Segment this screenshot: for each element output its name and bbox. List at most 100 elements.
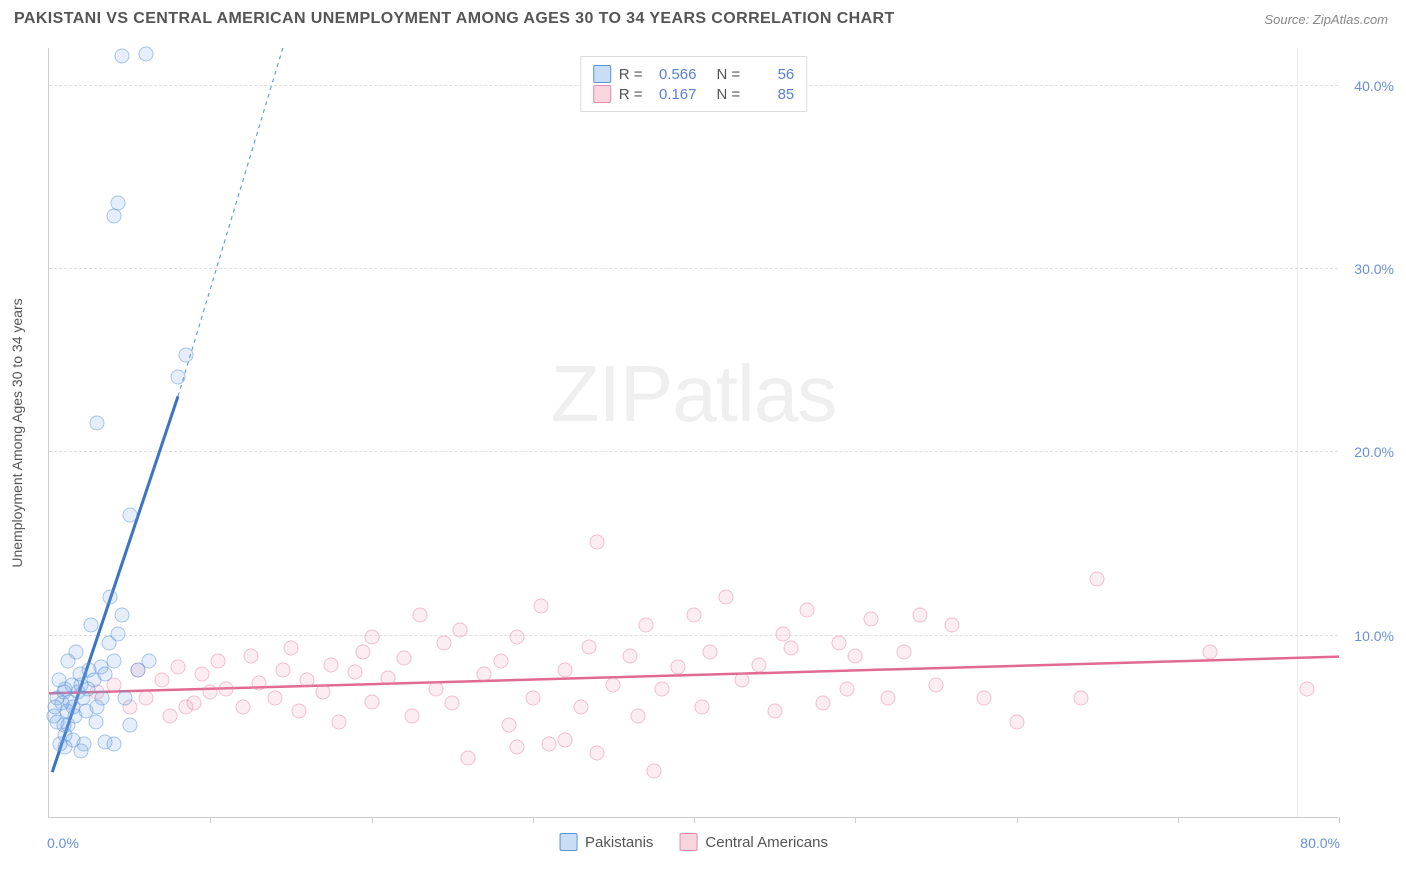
point-central-american xyxy=(138,690,153,705)
series-label: Pakistanis xyxy=(585,834,653,851)
point-central-american xyxy=(654,681,669,696)
point-pakistani xyxy=(48,700,63,715)
r-label: R = xyxy=(619,86,643,103)
point-pakistani xyxy=(83,617,98,632)
point-central-american xyxy=(896,645,911,660)
point-pakistani xyxy=(64,678,79,693)
series-legend: PakistanisCentral Americans xyxy=(559,833,828,851)
r-value: 0.566 xyxy=(651,66,697,83)
point-pakistani xyxy=(80,681,95,696)
y-tick-label: 40.0% xyxy=(1354,78,1394,94)
point-central-american xyxy=(703,645,718,660)
point-pakistani xyxy=(53,736,68,751)
point-pakistani xyxy=(179,348,194,363)
x-tick xyxy=(855,817,856,823)
point-central-american xyxy=(429,681,444,696)
point-pakistani xyxy=(98,667,113,682)
point-central-american xyxy=(243,648,258,663)
x-tick xyxy=(533,817,534,823)
point-central-american xyxy=(300,672,315,687)
point-central-american xyxy=(558,663,573,678)
x-min-label: 0.0% xyxy=(47,835,79,851)
x-tick xyxy=(1178,817,1179,823)
point-central-american xyxy=(880,690,895,705)
point-central-american xyxy=(558,733,573,748)
series-legend-item: Pakistanis xyxy=(559,833,653,851)
point-central-american xyxy=(316,685,331,700)
point-central-american xyxy=(291,703,306,718)
point-central-american xyxy=(1299,681,1314,696)
point-central-american xyxy=(751,657,766,672)
point-central-american xyxy=(396,650,411,665)
n-value: 56 xyxy=(748,66,794,83)
stat-legend-row: R =0.167N =85 xyxy=(593,85,795,103)
y-tick-label: 10.0% xyxy=(1354,628,1394,644)
legend-swatch-icon xyxy=(559,833,577,851)
point-central-american xyxy=(1090,571,1105,586)
point-central-american xyxy=(541,736,556,751)
point-central-american xyxy=(1074,690,1089,705)
r-value: 0.167 xyxy=(651,86,697,103)
point-pakistani xyxy=(114,49,129,64)
point-pakistani xyxy=(122,507,137,522)
point-central-american xyxy=(590,535,605,550)
point-central-american xyxy=(179,700,194,715)
point-central-american xyxy=(509,630,524,645)
x-tick xyxy=(694,817,695,823)
point-central-american xyxy=(735,672,750,687)
legend-swatch-icon xyxy=(593,65,611,83)
point-central-american xyxy=(211,654,226,669)
point-central-american xyxy=(928,678,943,693)
point-central-american xyxy=(783,641,798,656)
point-pakistani xyxy=(111,195,126,210)
point-central-american xyxy=(816,696,831,711)
point-central-american xyxy=(574,700,589,715)
point-central-american xyxy=(912,608,927,623)
point-central-american xyxy=(203,685,218,700)
n-value: 85 xyxy=(748,86,794,103)
point-central-american xyxy=(356,645,371,660)
point-central-american xyxy=(719,590,734,605)
x-max-label: 80.0% xyxy=(1300,835,1340,851)
point-central-american xyxy=(638,617,653,632)
point-central-american xyxy=(767,703,782,718)
point-central-american xyxy=(582,639,597,654)
point-central-american xyxy=(590,745,605,760)
point-pakistani xyxy=(106,208,121,223)
point-pakistani xyxy=(171,370,186,385)
y-axis-title: Unemployment Among Ages 30 to 34 years xyxy=(9,298,25,567)
stat-legend-row: R =0.566N =56 xyxy=(593,65,795,83)
point-pakistani xyxy=(114,608,129,623)
point-central-american xyxy=(461,751,476,766)
point-central-american xyxy=(283,641,298,656)
point-central-american xyxy=(453,623,468,638)
point-central-american xyxy=(219,681,234,696)
point-central-american xyxy=(267,690,282,705)
point-central-american xyxy=(695,700,710,715)
point-central-american xyxy=(630,709,645,724)
y-tick-label: 30.0% xyxy=(1354,261,1394,277)
x-tick xyxy=(1017,817,1018,823)
point-central-american xyxy=(670,659,685,674)
point-pakistani xyxy=(74,744,89,759)
point-pakistani xyxy=(138,47,153,62)
point-pakistani xyxy=(122,718,137,733)
point-central-american xyxy=(525,690,540,705)
point-pakistani xyxy=(106,736,121,751)
legend-swatch-icon xyxy=(593,85,611,103)
stat-legend: R =0.566N =56R =0.167N =85 xyxy=(580,56,808,112)
point-central-american xyxy=(848,648,863,663)
point-pakistani xyxy=(88,714,103,729)
point-central-american xyxy=(832,635,847,650)
point-central-american xyxy=(162,709,177,724)
plot-area: Unemployment Among Ages 30 to 34 years Z… xyxy=(48,48,1338,818)
point-pakistani xyxy=(103,590,118,605)
point-pakistani xyxy=(106,654,121,669)
point-central-american xyxy=(775,626,790,641)
x-tick xyxy=(372,817,373,823)
point-central-american xyxy=(332,714,347,729)
legend-swatch-icon xyxy=(679,833,697,851)
point-central-american xyxy=(195,667,210,682)
point-central-american xyxy=(154,672,169,687)
point-pakistani xyxy=(95,690,110,705)
